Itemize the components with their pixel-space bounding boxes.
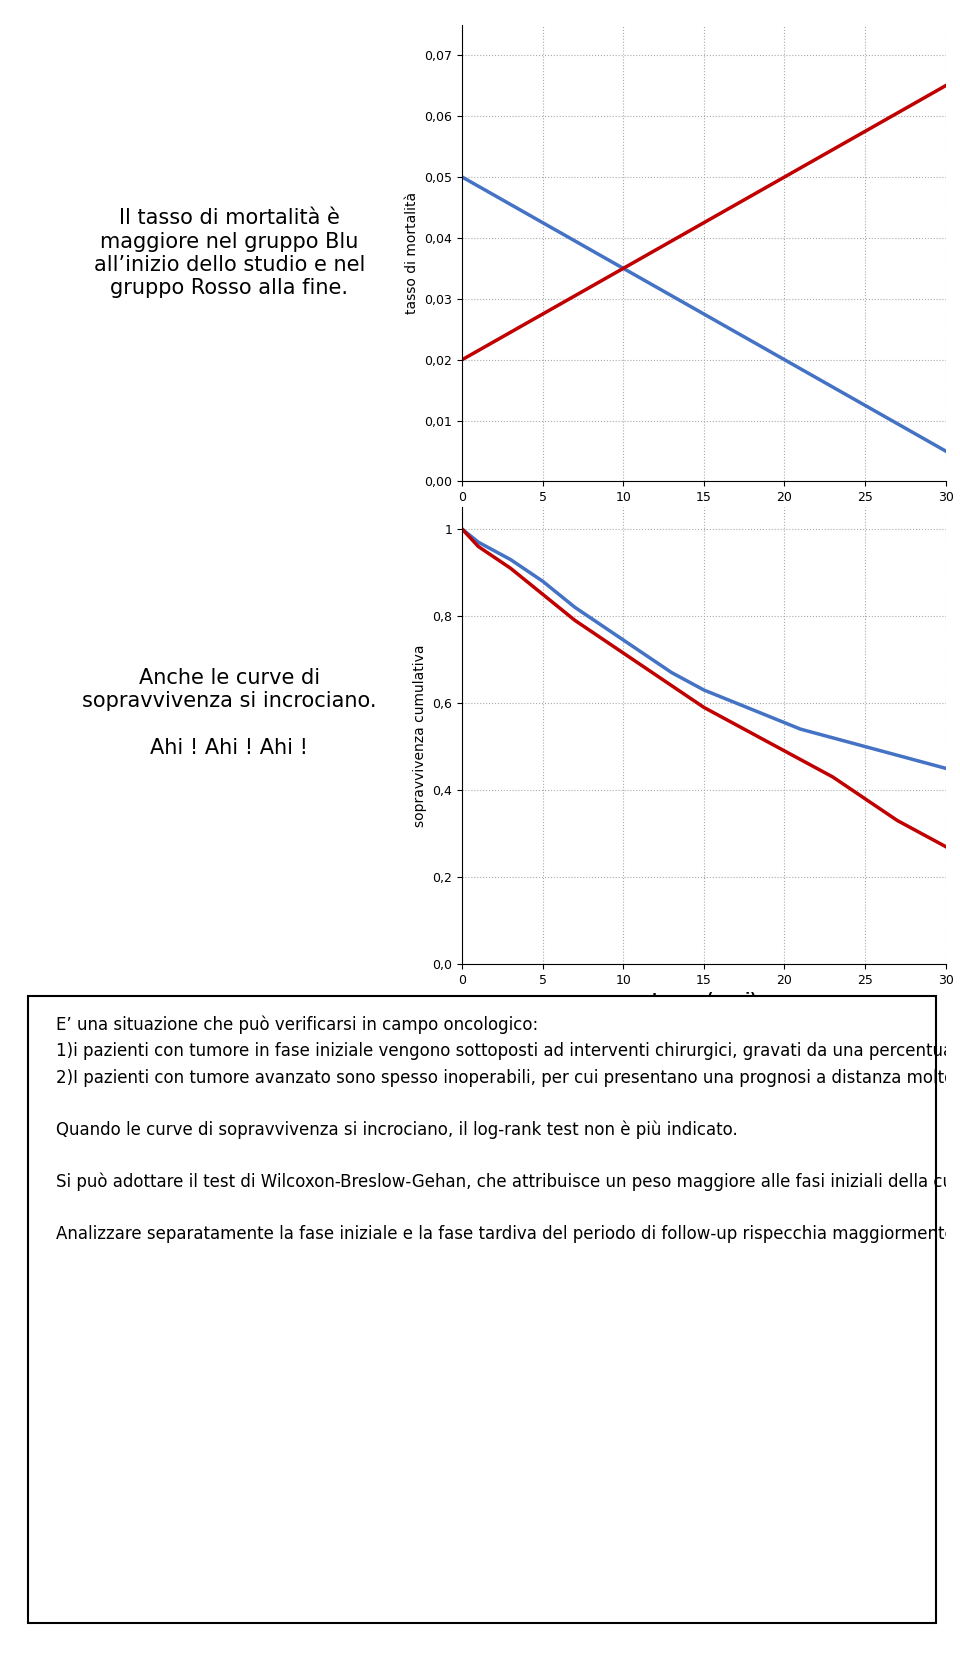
Y-axis label: tasso di mortalità: tasso di mortalità [405,192,419,314]
Text: E’ una situazione che può verificarsi in campo oncologico:
1)i pazienti con tumo: E’ una situazione che può verificarsi in… [57,1016,960,1244]
Text: Anche le curve di
sopravvivenza si incrociano.

Ahi ! Ahi ! Ahi !: Anche le curve di sopravvivenza si incro… [83,668,376,758]
X-axis label: tempo (mesi): tempo (mesi) [652,992,756,1006]
Text: Il tasso di mortalità è
maggiore nel gruppo Blu
all’inizio dello studio e nel
gr: Il tasso di mortalità è maggiore nel gru… [94,208,365,298]
Y-axis label: sopravvivenza cumulativa: sopravvivenza cumulativa [413,645,427,827]
X-axis label: tempo (mesi): tempo (mesi) [652,509,756,524]
